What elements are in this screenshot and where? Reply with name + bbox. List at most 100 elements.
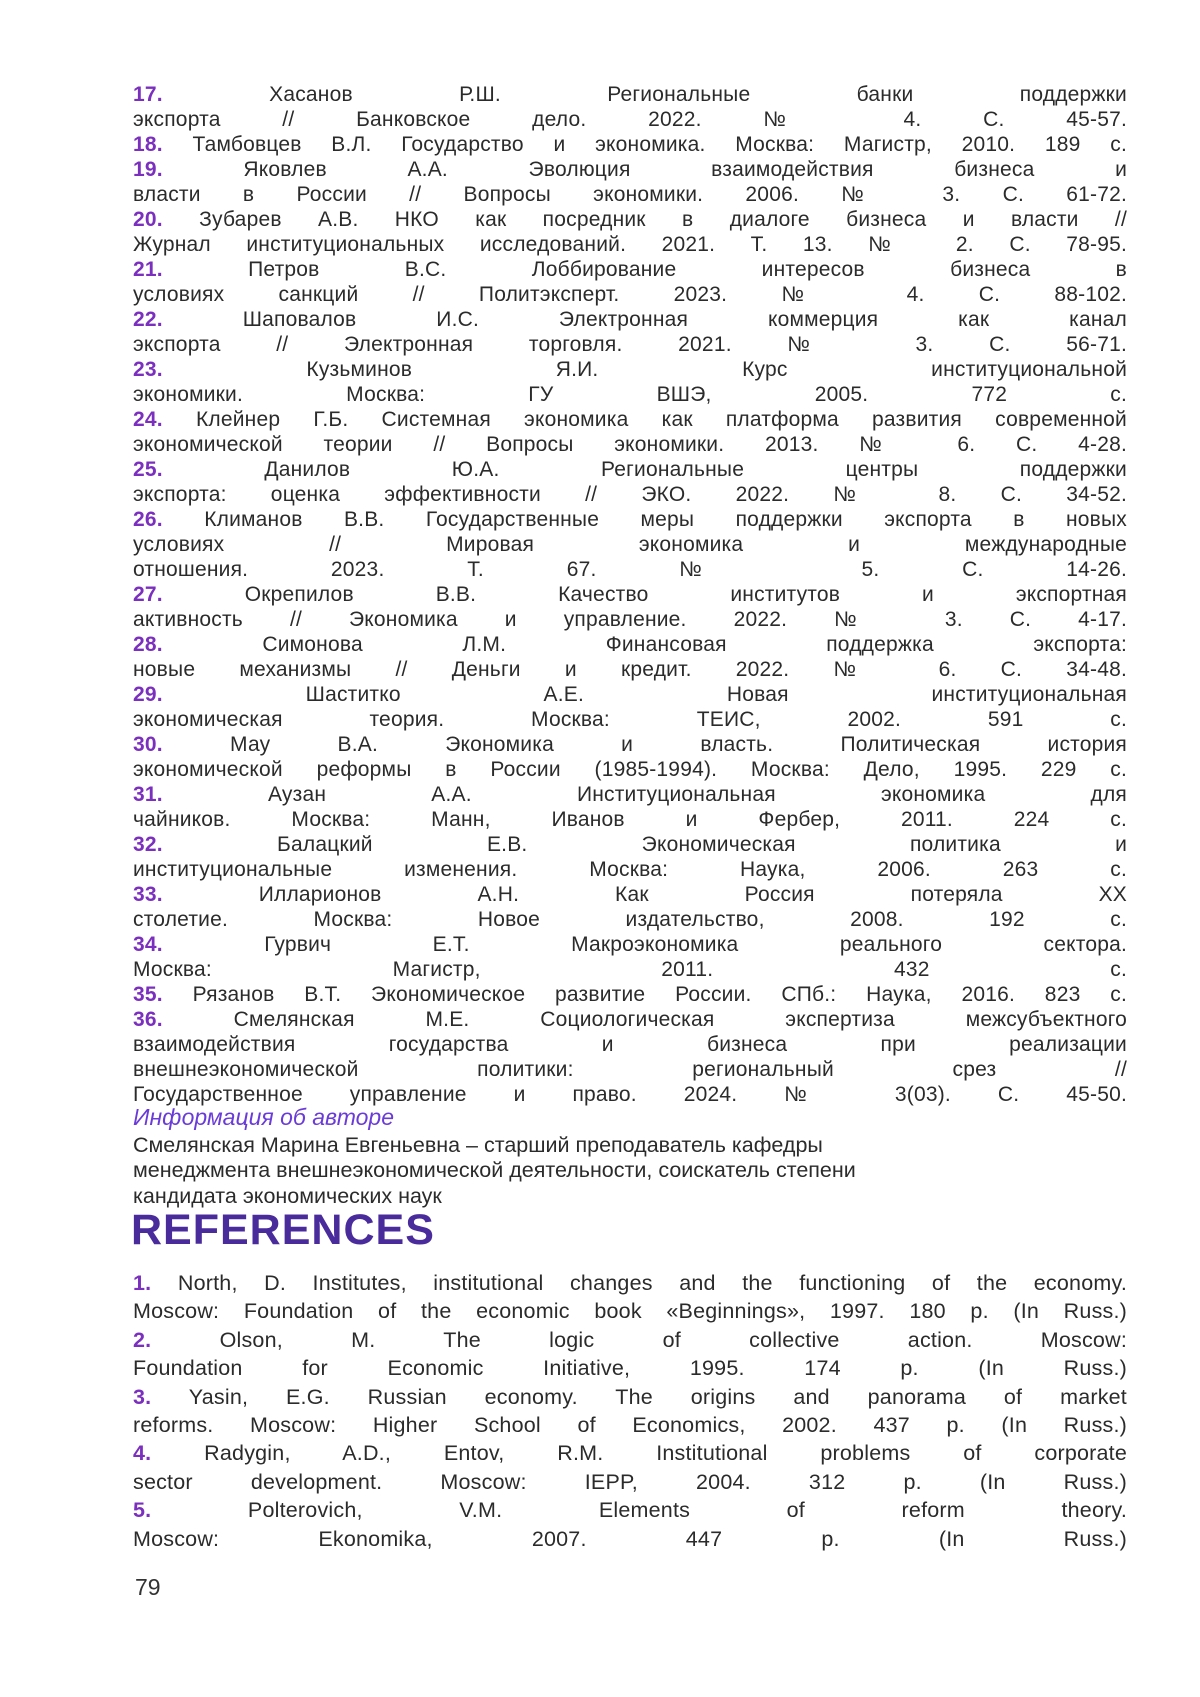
russian-references-list: 17. Хасанов Р.Ш. Региональные банки подд…: [133, 82, 1127, 1107]
reference-item: 5. Polterovich, V.M. Elements of reform …: [133, 1496, 1127, 1553]
reference-number: 26.: [133, 508, 163, 531]
reference-line: 20. Зубарев А.В. НКО как посредник в диа…: [133, 208, 1127, 231]
reference-item: 28. Симонова Л.М. Финансовая поддержка э…: [133, 632, 1127, 682]
english-references-list: 1. North, D. Institutes, institutional c…: [133, 1269, 1127, 1553]
reference-line: 29. Шаститко А.Е. Новая институциональна…: [133, 683, 1127, 706]
reference-item: 22. Шаповалов И.С. Электронная коммерция…: [133, 307, 1127, 357]
reference-line: reforms. Moscow: Higher School of Econom…: [133, 1413, 1127, 1438]
reference-line: sector development. Moscow: IEPP, 2004. …: [133, 1469, 1127, 1494]
reference-line: 3. Yasin, E.G. Russian economy. The orig…: [133, 1384, 1127, 1409]
reference-line: 32. Балацкий Е.В. Экономическая политика…: [133, 833, 1127, 856]
reference-line: 31. Аузан А.А. Институциональная экономи…: [133, 783, 1127, 806]
author-info-heading: Информация об авторе: [133, 1104, 395, 1130]
reference-item: 33. Илларионов А.Н. Как Россия потеряла …: [133, 882, 1127, 932]
reference-item: 34. Гурвич Е.Т. Макроэкономика реального…: [133, 932, 1127, 982]
reference-line: взаимодействия государства и бизнеса при…: [133, 1033, 1127, 1056]
reference-line: экспорта: оценка эффективности // ЭКО. 2…: [133, 483, 1127, 506]
reference-line: 24. Клейнер Г.Б. Системная экономика как…: [133, 408, 1127, 431]
page-number: 79: [135, 1574, 161, 1600]
reference-line: столетие. Москва: Новое издательство, 20…: [133, 908, 1127, 931]
reference-number: 5.: [133, 1498, 152, 1523]
reference-line: Государственное управление и право. 2024…: [133, 1083, 1127, 1106]
reference-line: условиях санкций // Политэксперт. 2023. …: [133, 283, 1127, 306]
reference-line: власти в России // Вопросы экономики. 20…: [133, 183, 1127, 206]
reference-number: 33.: [133, 883, 163, 906]
reference-line: Foundation for Economic Initiative, 1995…: [133, 1356, 1127, 1381]
reference-item: 27. Окрепилов В.В. Качество институтов и…: [133, 582, 1127, 632]
reference-number: 27.: [133, 583, 163, 606]
reference-line: Moscow: Foundation of the economic book …: [133, 1299, 1127, 1324]
reference-line: 27. Окрепилов В.В. Качество институтов и…: [133, 583, 1127, 606]
reference-number: 3.: [133, 1384, 152, 1409]
reference-line: 28. Симонова Л.М. Финансовая поддержка э…: [133, 633, 1127, 656]
reference-number: 32.: [133, 833, 163, 856]
reference-number: 22.: [133, 308, 163, 331]
reference-line: 35. Рязанов В.Т. Экономическое развитие …: [133, 983, 1127, 1006]
author-info-line: менеджмента внешнеэкономической деятельн…: [133, 1158, 856, 1183]
reference-item: 35. Рязанов В.Т. Экономическое развитие …: [133, 982, 1127, 1007]
author-info-text: Смелянская Марина Евгеньевна – старший п…: [133, 1133, 1127, 1209]
reference-number: 17.: [133, 83, 163, 106]
author-info-section: Информация об авторе Смелянская Марина Е…: [133, 1101, 1127, 1209]
reference-line: 30. Мау В.А. Экономика и власть. Политич…: [133, 733, 1127, 756]
reference-line: Москва: Магистр, 2011. 432 с.: [133, 958, 1127, 981]
reference-number: 18.: [133, 133, 163, 156]
reference-line: институциональные изменения. Москва: Нау…: [133, 858, 1127, 881]
reference-line: 18. Тамбовцев В.Л. Государство и экономи…: [133, 133, 1127, 156]
reference-number: 31.: [133, 783, 163, 806]
reference-number: 25.: [133, 458, 163, 481]
reference-item: 17. Хасанов Р.Ш. Региональные банки подд…: [133, 82, 1127, 132]
reference-item: 23. Кузьминов Я.И. Курс институционально…: [133, 357, 1127, 407]
author-info-line: Смелянская Марина Евгеньевна – старший п…: [133, 1133, 823, 1157]
reference-line: 33. Илларионов А.Н. Как Россия потеряла …: [133, 883, 1127, 906]
reference-number: 36.: [133, 1008, 163, 1031]
reference-line: 4. Radygin, A.D., Entov, R.M. Institutio…: [133, 1441, 1127, 1466]
reference-line: экспорта // Электронная торговля. 2021. …: [133, 333, 1127, 356]
reference-line: внешнеэкономической политики: региональн…: [133, 1058, 1127, 1081]
reference-line: Moscow: Ekonomika, 2007. 447 p. (In Russ…: [133, 1526, 1127, 1551]
reference-number: 28.: [133, 633, 163, 656]
reference-number: 21.: [133, 258, 163, 281]
reference-line: новые механизмы // Деньги и кредит. 2022…: [133, 658, 1127, 681]
reference-number: 19.: [133, 158, 163, 181]
reference-line: 19. Яковлев А.А. Эволюция взаимодействия…: [133, 158, 1127, 181]
reference-item: 32. Балацкий Е.В. Экономическая политика…: [133, 832, 1127, 882]
reference-line: условиях // Мировая экономика и междунар…: [133, 533, 1127, 556]
reference-item: 24. Клейнер Г.Б. Системная экономика как…: [133, 407, 1127, 457]
reference-number: 20.: [133, 208, 163, 231]
reference-line: экспорта // Банковское дело. 2022. № 4. …: [133, 108, 1127, 131]
reference-item: 25. Данилов Ю.А. Региональные центры под…: [133, 457, 1127, 507]
reference-line: 26. Климанов В.В. Государственные меры п…: [133, 508, 1127, 531]
reference-item: 18. Тамбовцев В.Л. Государство и экономи…: [133, 132, 1127, 157]
reference-item: 31. Аузан А.А. Институциональная экономи…: [133, 782, 1127, 832]
reference-line: Журнал институциональных исследований. 2…: [133, 233, 1127, 256]
reference-number: 35.: [133, 983, 163, 1006]
reference-line: 22. Шаповалов И.С. Электронная коммерция…: [133, 308, 1127, 331]
reference-number: 4.: [133, 1441, 152, 1466]
reference-line: 2. Olson, M. The logic of collective act…: [133, 1327, 1127, 1352]
reference-item: 2. Olson, M. The logic of collective act…: [133, 1326, 1127, 1383]
author-info-line: кандидата экономических наук: [133, 1183, 442, 1208]
reference-line: 23. Кузьминов Я.И. Курс институционально…: [133, 358, 1127, 381]
reference-item: 36. Смелянская М.Е. Социологическая эксп…: [133, 1007, 1127, 1107]
reference-number: 23.: [133, 358, 163, 381]
reference-line: 17. Хасанов Р.Ш. Региональные банки подд…: [133, 83, 1127, 106]
reference-number: 29.: [133, 683, 163, 706]
reference-line: экономической реформы в России (1985-199…: [133, 758, 1127, 781]
reference-line: активность // Экономика и управление. 20…: [133, 608, 1127, 631]
reference-line: экономической теории // Вопросы экономик…: [133, 433, 1127, 456]
reference-number: 1.: [133, 1271, 152, 1295]
reference-line: экономическая теория. Москва: ТЕИС, 2002…: [133, 708, 1127, 731]
reference-item: 1. North, D. Institutes, institutional c…: [133, 1269, 1127, 1326]
reference-number: 24.: [133, 408, 163, 431]
reference-number: 34.: [133, 933, 163, 956]
reference-line: 34. Гурвич Е.Т. Макроэкономика реального…: [133, 933, 1127, 956]
reference-line: 1. North, D. Institutes, institutional c…: [133, 1271, 1127, 1295]
reference-line: 5. Polterovich, V.M. Elements of reform …: [133, 1498, 1127, 1523]
reference-line: 36. Смелянская М.Е. Социологическая эксп…: [133, 1008, 1127, 1031]
reference-item: 21. Петров В.С. Лоббирование интересов б…: [133, 257, 1127, 307]
reference-item: 19. Яковлев А.А. Эволюция взаимодействия…: [133, 157, 1127, 207]
reference-number: 30.: [133, 733, 163, 756]
reference-line: отношения. 2023. Т. 67. № 5. С. 14-26.: [133, 558, 1127, 581]
